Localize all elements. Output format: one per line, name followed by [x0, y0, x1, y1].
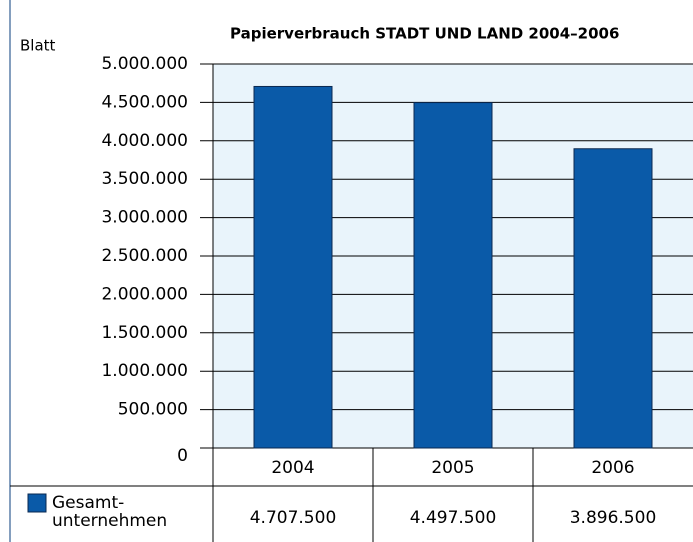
y-tick-label: 4.500.000 — [101, 92, 188, 112]
y-tick-label: 3.000.000 — [101, 208, 188, 228]
y-tick-label: 500.000 — [118, 400, 188, 420]
y-tick-label: 4.000.000 — [101, 131, 188, 151]
data-table-value: 3.896.500 — [570, 508, 657, 528]
bar — [573, 148, 653, 449]
data-table-value: 4.497.500 — [410, 508, 497, 528]
y-tick-label: 1.500.000 — [101, 323, 188, 343]
y-tick-label: 0 — [177, 446, 188, 466]
x-tick-label: 2004 — [271, 458, 314, 478]
y-tick-label: 3.500.000 — [101, 169, 188, 189]
chart-title: Papierverbrauch STADT UND LAND 2004–2006 — [230, 25, 619, 43]
y-tick-label: 5.000.000 — [101, 54, 188, 74]
data-table-value: 4.707.500 — [250, 508, 337, 528]
x-tick-label: 2006 — [591, 458, 634, 478]
y-tick-label: 2.500.000 — [101, 246, 188, 266]
legend-label: Gesamt-unternehmen — [52, 493, 168, 531]
x-tick-label: 2005 — [431, 458, 474, 478]
legend-swatch — [27, 493, 47, 513]
y-axis-label: Blatt — [20, 37, 56, 55]
y-tick-label: 2.000.000 — [101, 284, 188, 304]
y-tick-label: 1.000.000 — [101, 361, 188, 381]
bar — [253, 85, 333, 449]
bar — [413, 102, 493, 449]
